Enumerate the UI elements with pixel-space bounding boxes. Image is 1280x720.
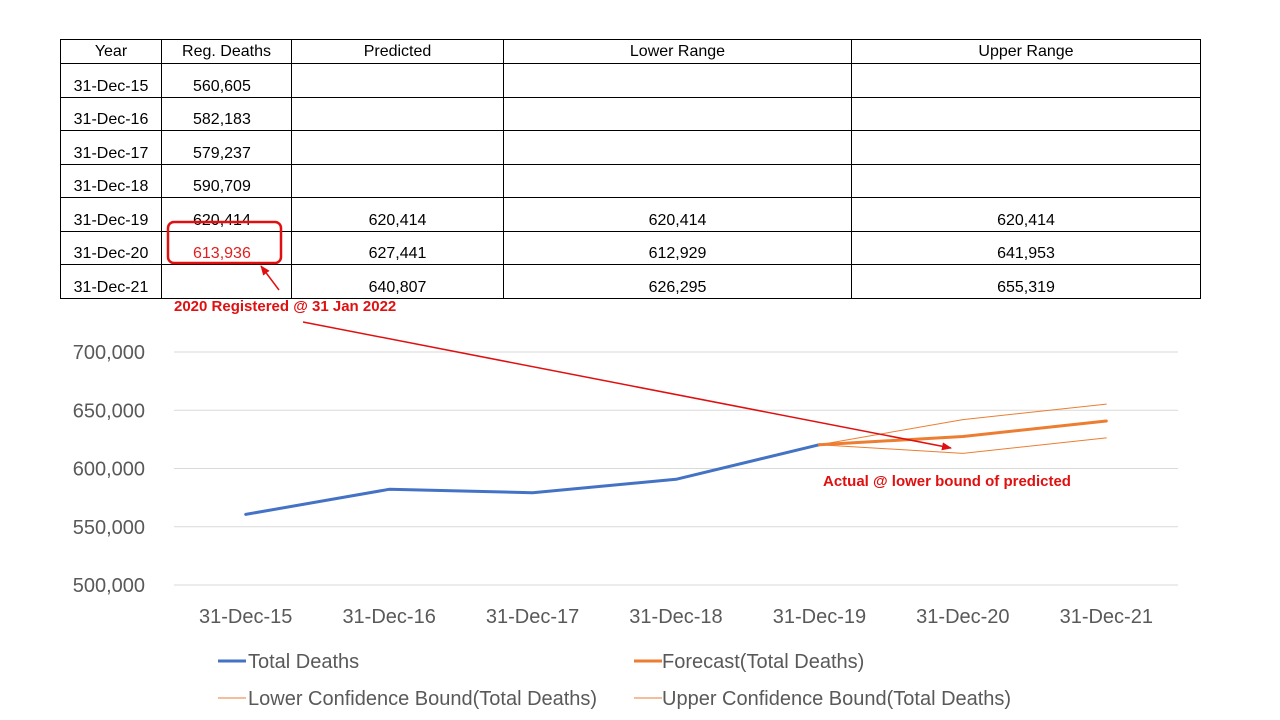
column-header: Upper Range [851, 39, 1201, 64]
legend-label: Lower Confidence Bound(Total Deaths) [248, 688, 597, 710]
table-row: 31-Dec-15 560,605 [60, 63, 1201, 98]
column-header: Year [60, 39, 162, 64]
table-cell: 640,807 [291, 264, 504, 299]
table-cell: 655,319 [851, 264, 1201, 299]
table-row: 31-Dec-21 640,807 626,295 655,319 [60, 264, 1201, 299]
column-header: Reg. Deaths [161, 39, 292, 64]
column-header: Lower Range [503, 39, 852, 64]
table-cell: 31-Dec-21 [60, 264, 162, 299]
table-cell [291, 163, 504, 198]
y-tick-label: 550,000 [73, 517, 145, 539]
x-tick-label: 31-Dec-21 [1060, 606, 1153, 628]
x-tick-label: 31-Dec-19 [773, 606, 866, 628]
table-cell: 31-Dec-17 [60, 130, 162, 165]
y-tick-label: 600,000 [73, 459, 145, 481]
table-row: 31-Dec-19 620,414 620,414 620,414 620,414 [60, 197, 1201, 232]
legend: Total Deaths Forecast(Total Deaths) Lower … [218, 651, 1011, 710]
table-cell [291, 96, 504, 131]
table-cell [161, 264, 292, 299]
legend-label: Forecast(Total Deaths) [662, 651, 864, 673]
table-cell: 613,936 [161, 230, 292, 265]
highlight-pointer-arrow [260, 265, 280, 291]
table-cell: 31-Dec-19 [60, 197, 162, 232]
series-lines [244, 403, 1108, 516]
table-cell [503, 163, 852, 198]
annotations: 2020 Registered @ 31 Jan 2022 Actual @ l… [166, 220, 1071, 490]
x-axis-ticks: 31-Dec-15 31-Dec-16 31-Dec-17 31-Dec-18 31-D… [199, 606, 1153, 628]
table-body: 31-Dec-15 560,605 31-Dec-16 582,183 31-Dec-1… [60, 63, 1201, 299]
table-cell: 582,183 [161, 96, 292, 131]
y-tick-label: 700,000 [73, 342, 145, 364]
table-cell: 620,414 [851, 197, 1201, 232]
legend-label: Total Deaths [248, 651, 359, 673]
x-tick-label: 31-Dec-18 [629, 606, 722, 628]
table-cell: 620,414 [291, 197, 504, 232]
table-cell [851, 96, 1201, 131]
series-line-1 [817, 419, 1108, 447]
x-tick-label: 31-Dec-20 [916, 606, 1009, 628]
table-cell [503, 130, 852, 165]
table-row: 31-Dec-17 579,237 [60, 130, 1201, 165]
x-tick-label: 31-Dec-15 [199, 606, 292, 628]
table-row: 31-Dec-18 590,709 [60, 163, 1201, 198]
y-tick-label: 650,000 [73, 400, 145, 422]
table-cell: 560,605 [161, 63, 292, 98]
table-cell: 31-Dec-20 [60, 230, 162, 265]
table-cell [851, 63, 1201, 98]
y-axis-ticks: 500,000 550,000 600,000 650,000 700,000 [73, 342, 145, 597]
legend-label: Upper Confidence Bound(Total Deaths) [662, 688, 1011, 710]
table-cell: 641,953 [851, 230, 1201, 265]
series-line-2 [818, 437, 1107, 454]
table-cell: 612,929 [503, 230, 852, 265]
y-tick-label: 500,000 [73, 575, 145, 597]
table-cell: 31-Dec-16 [60, 96, 162, 131]
highlight-box [166, 220, 283, 265]
x-tick-label: 31-Dec-17 [486, 606, 579, 628]
registered-note: 2020 Registered @ 31 Jan 2022 [174, 298, 396, 315]
table-cell [291, 130, 504, 165]
series-line-3 [818, 403, 1107, 446]
series-line-0 [244, 443, 821, 516]
x-tick-label: 31-Dec-16 [342, 606, 435, 628]
table-header-row: Year Reg. Deaths Predicted Lower Range Upper… [60, 39, 1201, 64]
table-cell: 620,414 [161, 197, 292, 232]
table-cell: 31-Dec-18 [60, 163, 162, 198]
table-cell: 626,295 [503, 264, 852, 299]
table-cell [291, 63, 504, 98]
actual-pointer-arrow [302, 321, 952, 451]
table-cell: 579,237 [161, 130, 292, 165]
actual-note: Actual @ lower bound of predicted [823, 473, 1071, 490]
table-row: 31-Dec-16 582,183 [60, 96, 1201, 131]
gridlines [174, 351, 1178, 586]
data-table: Year Reg. Deaths Predicted Lower Range Upper… [60, 39, 1201, 299]
table-row: 31-Dec-20 613,936 627,441 612,929 641,953 [60, 230, 1201, 265]
table-cell [851, 130, 1201, 165]
